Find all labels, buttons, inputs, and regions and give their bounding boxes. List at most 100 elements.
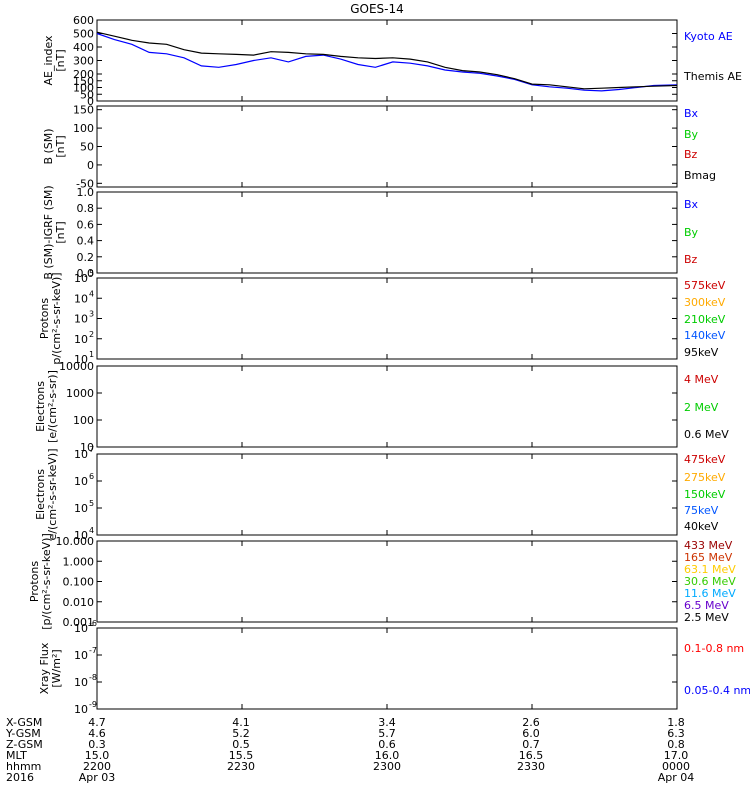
y-tick-label: 0.4	[77, 235, 95, 248]
x-tick-label: 0.7	[522, 738, 540, 751]
y-tick-label: 50	[80, 141, 94, 154]
x-axis-row-label: Z-GSM	[6, 738, 43, 751]
legend-entry: 4 MeV	[684, 373, 719, 386]
y-axis-label-line: Electrons	[34, 381, 47, 432]
y-tick-label: 0.010	[63, 596, 95, 609]
y-tick-label: 100	[73, 414, 94, 427]
y-tick-label: 10	[74, 703, 88, 716]
legend-entry: 140keV	[684, 329, 726, 342]
y-axis-label-line: Protons	[28, 561, 41, 602]
y-axis-label-line: AE_index	[42, 35, 55, 86]
y-tick-label: 10	[74, 333, 88, 346]
x-tick-label: 0.5	[232, 738, 250, 751]
legend-entry: Kyoto AE	[684, 30, 733, 43]
legend-entry: 0.05-0.4 nm	[684, 684, 750, 697]
y-tick-label: 10	[74, 676, 88, 689]
x-tick-label: 2230	[227, 760, 255, 773]
y-axis-label-line: B (SM)	[42, 128, 55, 164]
x-tick-label: 15.5	[229, 749, 254, 762]
y-tick-label: 0.2	[77, 251, 95, 264]
legend-entry: 275keV	[684, 471, 726, 484]
y-tick-label: 10	[74, 475, 88, 488]
legend-entry: 165 MeV	[684, 551, 733, 564]
y-tick-exponent: 5	[89, 499, 94, 508]
y-axis-label-line: [p/(cm²-s-sr-keV)]	[40, 533, 53, 630]
y-tick-label: 500	[73, 28, 94, 41]
x-tick-label: 16.5	[519, 749, 544, 762]
y-tick-label: 0.100	[63, 576, 95, 589]
y-axis-label-line: [e/(cm²-s-sr)]	[46, 370, 59, 443]
x-tick-label: 0.3	[88, 738, 106, 751]
x-tick-label: 6.0	[522, 727, 540, 740]
y-axis-label-line: Electrons	[34, 469, 47, 520]
x-tick-label: Apr 03	[79, 771, 116, 784]
y-tick-exponent: 5	[89, 269, 94, 278]
chart-title: GOES-14	[350, 2, 404, 16]
y-tick-label: 0	[87, 95, 94, 108]
y-tick-label: 400	[73, 41, 94, 54]
legend-entry: 0.1-0.8 nm	[684, 642, 744, 655]
y-axis-label: AE_index [nT]	[42, 35, 67, 86]
x-tick-label: 2330	[517, 760, 545, 773]
y-tick-label: -50	[76, 177, 94, 190]
y-axis-label-line: [nT]	[54, 135, 67, 157]
x-tick-label: 0.6	[378, 738, 396, 751]
legend-entry: 6.5 MeV	[684, 599, 729, 612]
y-tick-label: 0.8	[77, 202, 95, 215]
y-tick-label: 200	[73, 68, 94, 81]
legend-entry: Bx	[684, 198, 699, 211]
y-tick-exponent: -7	[89, 646, 97, 655]
x-axis-row-label: MLT	[6, 749, 27, 762]
panel-frame	[96, 191, 678, 274]
y-tick-label: 10	[74, 502, 88, 515]
y-tick-exponent: 4	[89, 289, 94, 298]
y-tick-label: 100	[73, 82, 94, 95]
y-tick-label: 0.001	[63, 616, 95, 629]
y-axis-label: Xray Flux [W/m²]	[38, 642, 63, 694]
legend-entry: 75keV	[684, 504, 719, 517]
x-tick-label: 0.8	[667, 738, 685, 751]
y-tick-exponent: -8	[89, 673, 97, 682]
x-tick-label: 1.8	[667, 716, 685, 729]
x-axis-row-label: X-GSM	[6, 716, 42, 729]
y-axis-label-line: [nT]	[54, 49, 67, 71]
panel-frame	[96, 627, 678, 710]
y-axis-label: Electrons e/(cm²-s-sr-keV)]	[34, 449, 59, 541]
legend-entry: Bx	[684, 107, 699, 120]
legend-entry: 40keV	[684, 520, 719, 533]
x-tick-label: 4.7	[88, 716, 106, 729]
y-axis-label-line: p/(cm²-s-sr-keV)]	[50, 272, 63, 364]
x-tick-label: 6.3	[667, 727, 685, 740]
y-axis-label-line: e/(cm²-s-sr-keV)]	[46, 449, 59, 541]
legend-entry: 300keV	[684, 296, 726, 309]
y-tick-label: 0.0	[77, 267, 95, 280]
x-tick-label: 2200	[83, 760, 111, 773]
legend-entry: Bz	[684, 253, 698, 266]
legend-entry: 433 MeV	[684, 539, 733, 552]
y-tick-label: 10	[80, 441, 94, 454]
legend-entry: 475keV	[684, 453, 726, 466]
legend-entry: 95keV	[684, 346, 719, 359]
legend-entry: 575keV	[684, 279, 726, 292]
x-tick-label: 4.6	[88, 727, 106, 740]
legend-entry: Bmag	[684, 169, 716, 182]
y-tick-exponent: 4	[89, 526, 94, 535]
x-axis-ephemeris: X-GSMY-GSMZ-GSMMLThhmm20164.74.60.315.02…	[5, 716, 694, 784]
x-axis-row-label: hhmm	[6, 760, 41, 773]
y-tick-label: 10	[74, 622, 88, 635]
y-axis-label: Protons [p/(cm²-s-sr-keV)]	[28, 533, 53, 630]
series-line	[96, 31, 678, 90]
y-tick-label: 10	[74, 272, 88, 285]
x-tick-label: 16.0	[375, 749, 400, 762]
x-tick-label: 4.1	[232, 716, 250, 729]
y-tick-exponent: -6	[89, 619, 97, 628]
y-tick-exponent: 3	[89, 310, 94, 319]
y-tick-label: 150	[73, 104, 94, 117]
y-tick-label: 0	[87, 159, 94, 172]
